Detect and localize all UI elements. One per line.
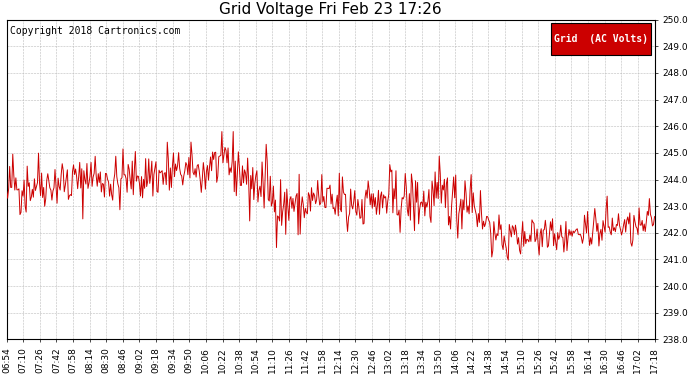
- Title: Grid Voltage Fri Feb 23 17:26: Grid Voltage Fri Feb 23 17:26: [219, 2, 442, 17]
- Text: Copyright 2018 Cartronics.com: Copyright 2018 Cartronics.com: [10, 26, 180, 36]
- Text: Grid  (AC Volts): Grid (AC Volts): [554, 34, 648, 44]
- Bar: [551, 23, 651, 55]
